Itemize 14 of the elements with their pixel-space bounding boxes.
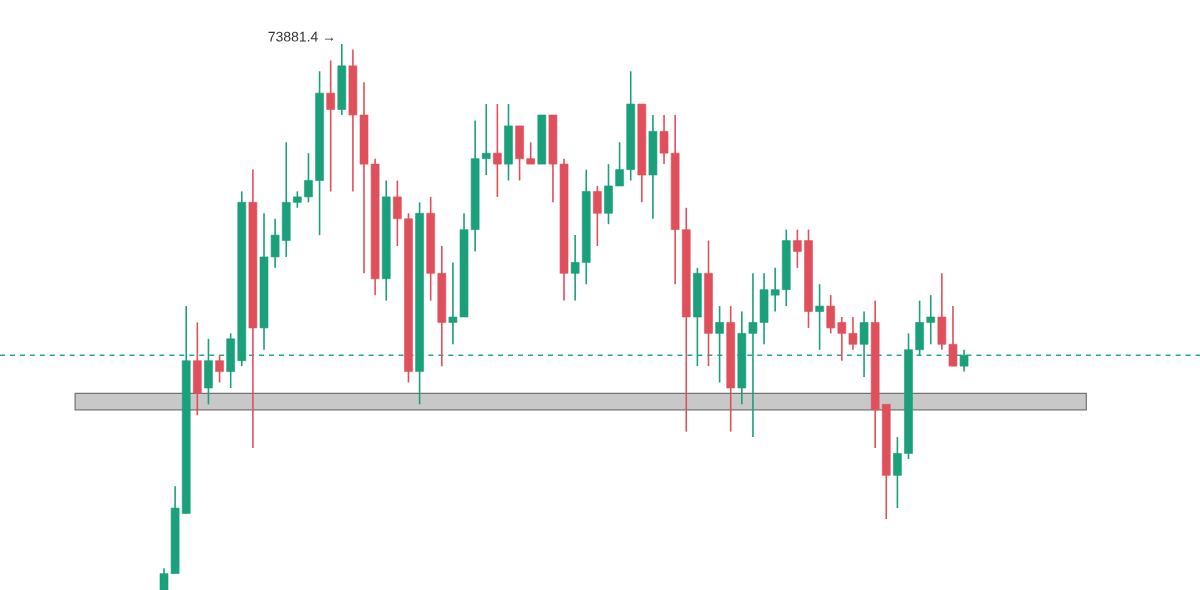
candlestick [815, 283, 824, 351]
candlestick [859, 310, 869, 378]
candlestick [493, 103, 502, 198]
candlestick [337, 43, 347, 116]
candlestick [215, 354, 224, 384]
candlestick [204, 338, 213, 406]
candlestick [504, 103, 513, 182]
candlestick [693, 267, 702, 367]
candlestick [715, 305, 724, 384]
candlestick [193, 321, 202, 417]
candlestick [959, 348, 969, 373]
candlestick [648, 114, 658, 220]
candlestick [326, 59, 335, 193]
candlestick [593, 185, 602, 247]
